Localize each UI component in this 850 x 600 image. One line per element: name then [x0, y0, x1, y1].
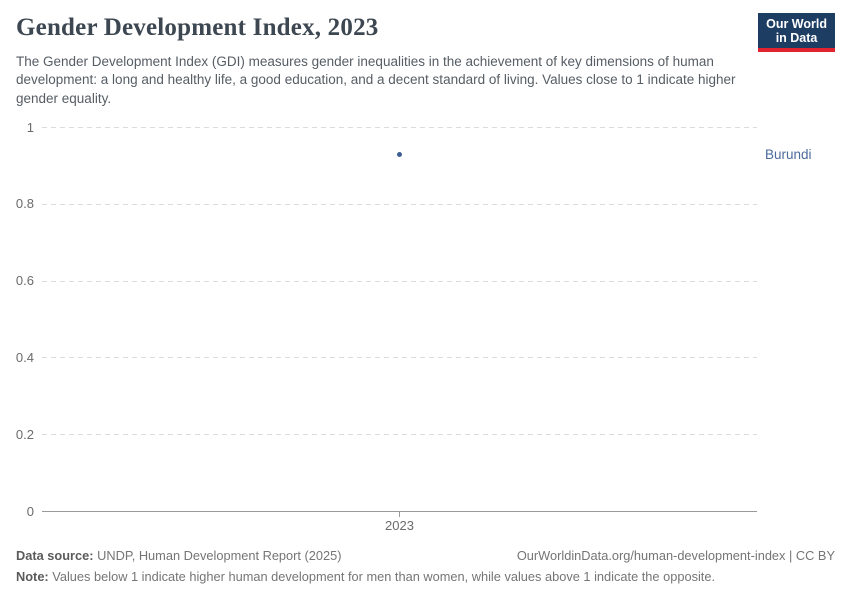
y-tick-label: 0 — [26, 503, 34, 519]
data-point-burundi[interactable] — [396, 151, 402, 157]
y-tick-label: 0.2 — [15, 426, 34, 442]
url-credit: OurWorldinData.org/human-development-ind… — [516, 548, 835, 563]
chart-subtitle: The Gender Development Index (GDI) measu… — [16, 54, 736, 106]
x-tick-label: 2023 — [385, 517, 414, 533]
y-gridline — [42, 357, 757, 359]
chart-footer: Data source: UNDP, Human Development Rep… — [16, 548, 835, 584]
note-value: Values below 1 indicate higher human dev… — [52, 569, 716, 584]
page-title: Gender Development Index, 2023 — [16, 14, 379, 41]
owid-logo-line2: in Data — [775, 31, 818, 45]
y-gridline — [42, 127, 757, 128]
owid-logo-line1: Our World — [766, 17, 827, 31]
y-gridline — [42, 280, 757, 282]
y-tick-label: 0.4 — [15, 349, 34, 365]
y-tick-label: 1 — [26, 119, 34, 135]
y-gridline — [42, 434, 757, 436]
data-source-line: Data source: UNDP, Human Development Rep… — [16, 548, 342, 563]
x-tick-mark — [399, 511, 400, 517]
data-source-value: UNDP, Human Development Report (2025) — [97, 548, 342, 563]
note-line: Note: Values below 1 indicate higher hum… — [16, 569, 835, 584]
owid-logo[interactable]: Our World in Data — [758, 13, 835, 52]
y-tick-label: 0.6 — [15, 273, 34, 289]
note-label: Note: — [16, 569, 49, 584]
y-gridline — [42, 203, 757, 205]
entity-label-burundi[interactable]: Burundi — [765, 146, 812, 162]
data-source-label: Data source: — [16, 548, 94, 563]
y-tick-label: 0.8 — [15, 196, 34, 212]
